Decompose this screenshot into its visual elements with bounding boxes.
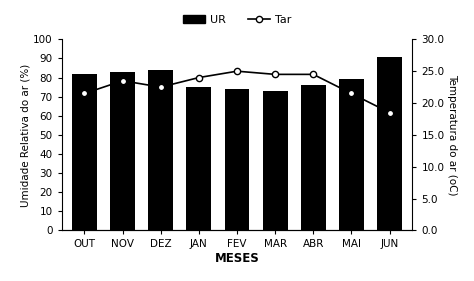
X-axis label: MESES: MESES [215,252,259,265]
Bar [339,80,364,230]
Legend: UR, Tar: UR, Tar [179,10,295,30]
Bar [72,74,97,230]
Bar [110,72,135,230]
Bar [225,89,249,230]
Y-axis label: Umidade Relativa do ar (%): Umidade Relativa do ar (%) [20,63,30,207]
Bar [377,56,402,230]
Y-axis label: Temperatura do ar (oC): Temperatura do ar (oC) [447,74,457,196]
Bar [148,70,173,230]
Bar [301,85,326,230]
Bar [186,87,211,230]
Bar [263,91,288,230]
